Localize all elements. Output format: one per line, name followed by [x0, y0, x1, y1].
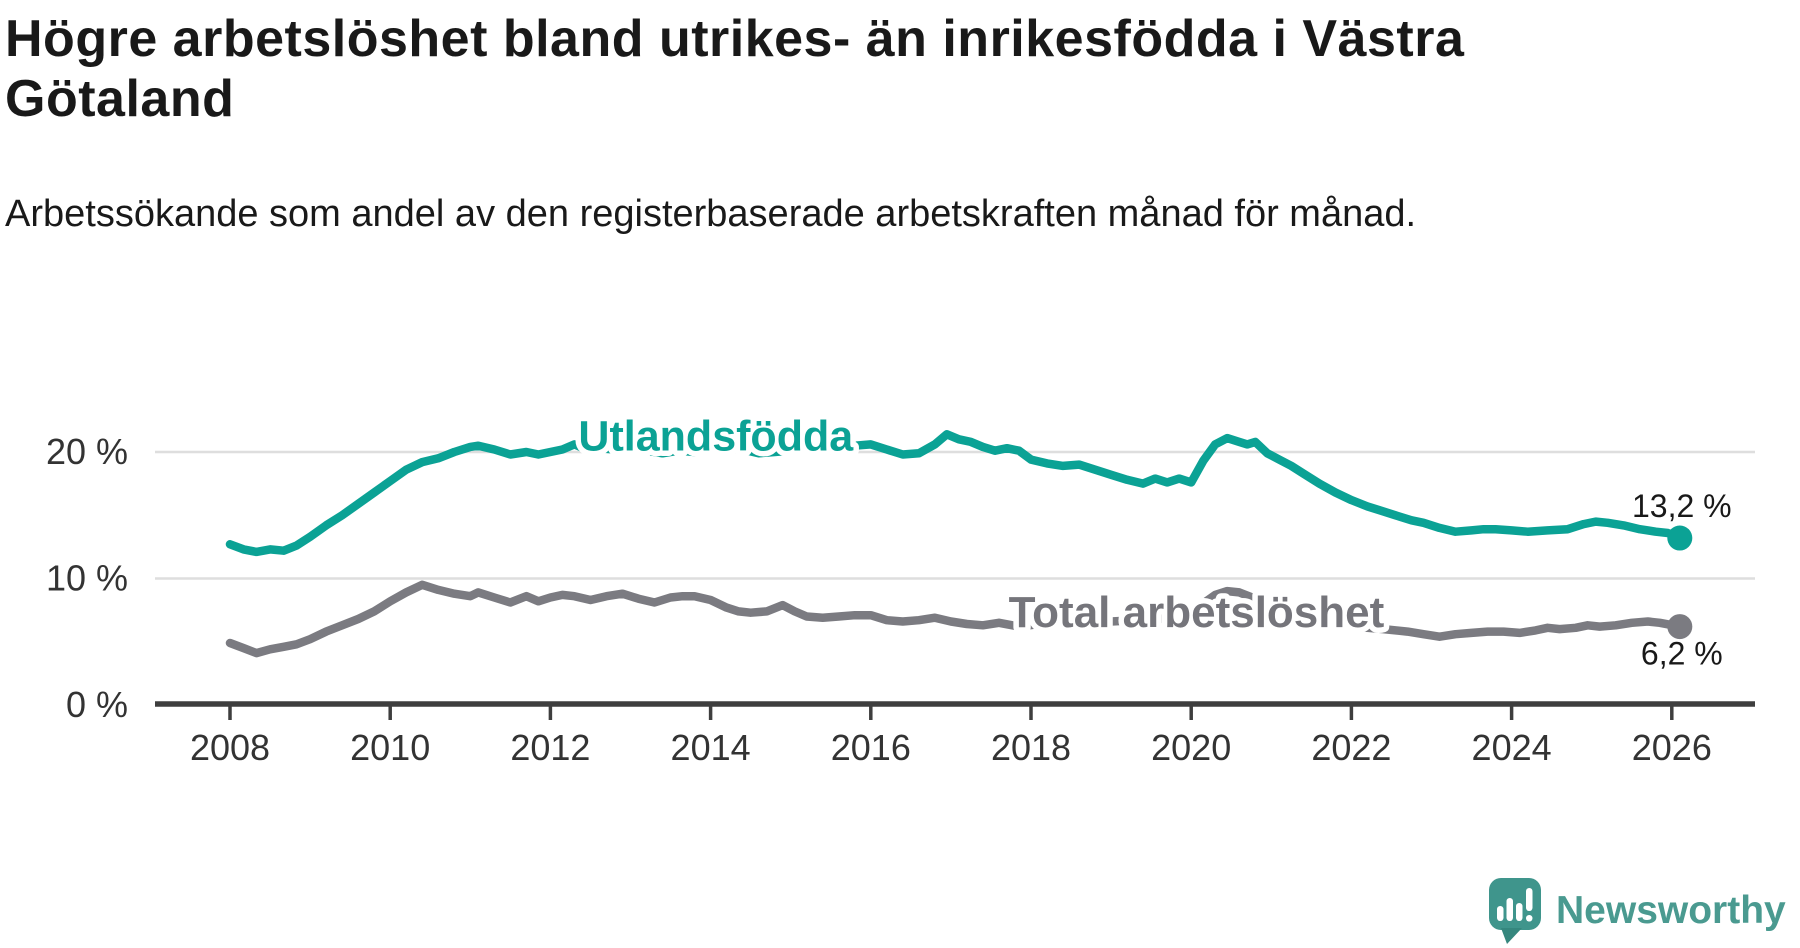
x-tick-label: 2024	[1472, 727, 1552, 768]
series-label-total-arbetsl-shet: Total arbetslöshet	[1009, 588, 1385, 637]
y-tick-label: 20 %	[46, 431, 128, 472]
x-tick-label: 2020	[1151, 727, 1231, 768]
x-tick-label: 2010	[350, 727, 430, 768]
y-tick-label: 0 %	[66, 684, 128, 725]
series-end-value-utlandsf-dda: 13,2 %	[1632, 488, 1732, 524]
newsworthy-logo: Newsworthy	[1489, 878, 1786, 944]
series-label-utlandsf-dda: Utlandsfödda	[578, 413, 854, 461]
y-tick-label: 10 %	[46, 558, 128, 599]
y-axis-labels: 0 % 10 % 20 %	[46, 431, 128, 725]
gridlines	[155, 450, 1755, 580]
x-tick-label: 2018	[991, 727, 1071, 768]
series-line-total-arbetsl-shet	[225, 580, 1685, 658]
x-tick-label: 2016	[831, 727, 911, 768]
page-subtitle: Arbetssökande som andel av den registerb…	[5, 193, 1417, 235]
x-axis-ticks	[228, 705, 1674, 720]
page-title: Högre arbetslöshet bland utrikes- än inr…	[5, 10, 1465, 128]
newsworthy-logo-icon	[1489, 878, 1541, 944]
x-tick-label: 2008	[190, 727, 270, 768]
x-axis-labels: 2008 2010 2012 2014 2016 2018 2020 2022 2024 2026	[190, 727, 1712, 768]
series-end-value-total-arbetsl-shet: 6,2 %	[1641, 636, 1723, 672]
x-tick-label: 2022	[1311, 727, 1391, 768]
x-tick-label: 2026	[1632, 727, 1712, 768]
series-end-dot-total-arbetsl-shet	[1667, 614, 1693, 640]
newsworthy-brand-text: Newsworthy	[1556, 889, 1786, 932]
x-tick-label: 2012	[510, 727, 590, 768]
x-tick-label: 2014	[671, 727, 751, 768]
series-end-dot-utlandsf-dda	[1667, 525, 1693, 551]
series-line-utlandsf-dda	[225, 430, 1685, 557]
